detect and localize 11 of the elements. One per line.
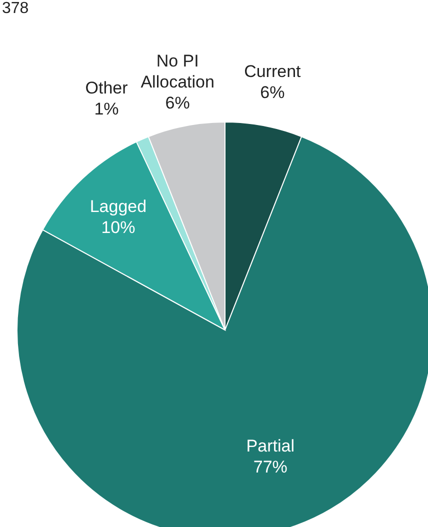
- slice-label: Current: [244, 61, 302, 80]
- text: 378: [2, 0, 29, 18]
- data-label: 77%: [253, 457, 288, 476]
- slice-label: Lagged: [90, 196, 147, 216]
- data-label: 10%: [101, 217, 136, 236]
- data-label: 6%: [165, 92, 190, 112]
- slice-label: No PI Allocation: [140, 50, 214, 91]
- slice-label: Other: [85, 78, 128, 97]
- data-label: 6%: [260, 82, 285, 102]
- data-label: 1%: [94, 98, 119, 118]
- slice-label: Partial: [246, 436, 294, 456]
